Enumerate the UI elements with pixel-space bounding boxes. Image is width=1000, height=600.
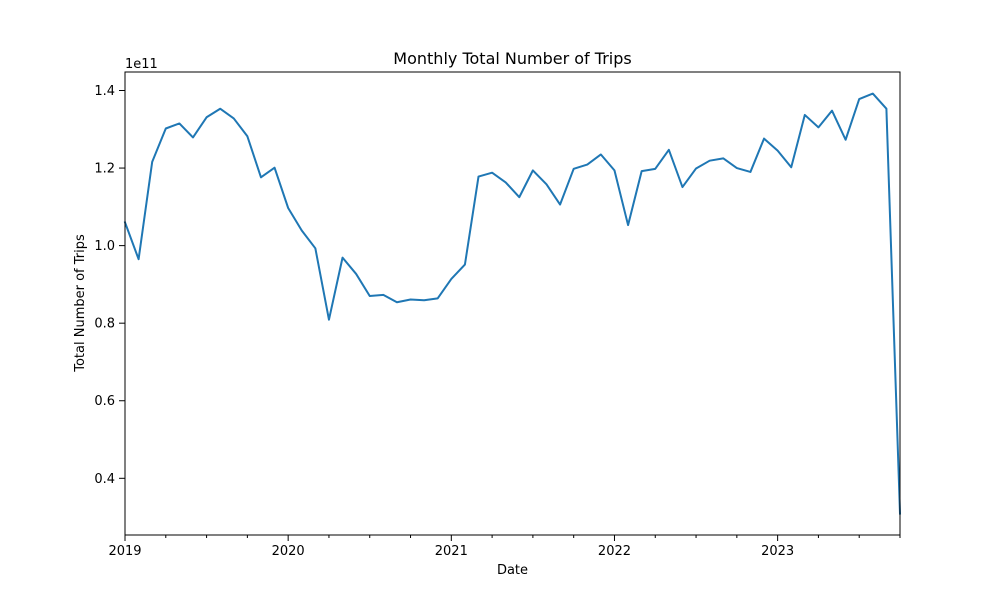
axes-frame <box>124 71 901 536</box>
y-tick-label: 1.0 <box>94 239 115 254</box>
x-tick-label: 2023 <box>761 544 794 559</box>
series-line-0 <box>123 92 902 515</box>
y-tick-label: 1.4 <box>94 84 115 99</box>
y-axis-label: Total Number of Trips <box>73 234 88 373</box>
x-tick-label: 2021 <box>435 544 468 559</box>
y-tick-label: 0.4 <box>94 472 115 487</box>
chart-title: Monthly Total Number of Trips <box>393 49 631 68</box>
y-offset-label: 1e11 <box>125 57 158 72</box>
y-tick-label: 0.6 <box>94 394 115 409</box>
x-tick-label: 2022 <box>598 544 631 559</box>
x-axis-label: Date <box>497 563 528 578</box>
plot-area: 2019 2020 2021 2022 2023 0.4 0.6 0.8 1.0 1.2 1.4 <box>94 71 902 559</box>
y-tick-label: 1.2 <box>94 162 115 177</box>
y-tick-label: 0.8 <box>94 317 115 332</box>
x-tick-label: 2019 <box>108 544 141 559</box>
x-tick-label: 2020 <box>272 544 305 559</box>
